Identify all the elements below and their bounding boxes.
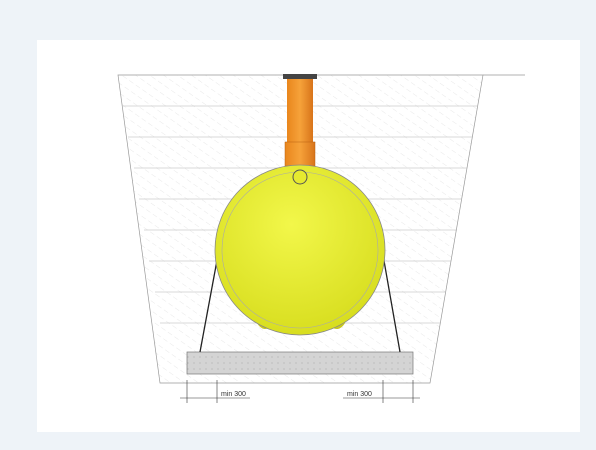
- concrete-slab: [186, 351, 414, 375]
- dimensions: [180, 380, 420, 403]
- pipe: [283, 74, 317, 167]
- straps: [199, 254, 401, 353]
- dimension-label: min 300: [347, 391, 372, 398]
- dimension-label: min 300: [221, 391, 246, 398]
- tank: [214, 164, 386, 336]
